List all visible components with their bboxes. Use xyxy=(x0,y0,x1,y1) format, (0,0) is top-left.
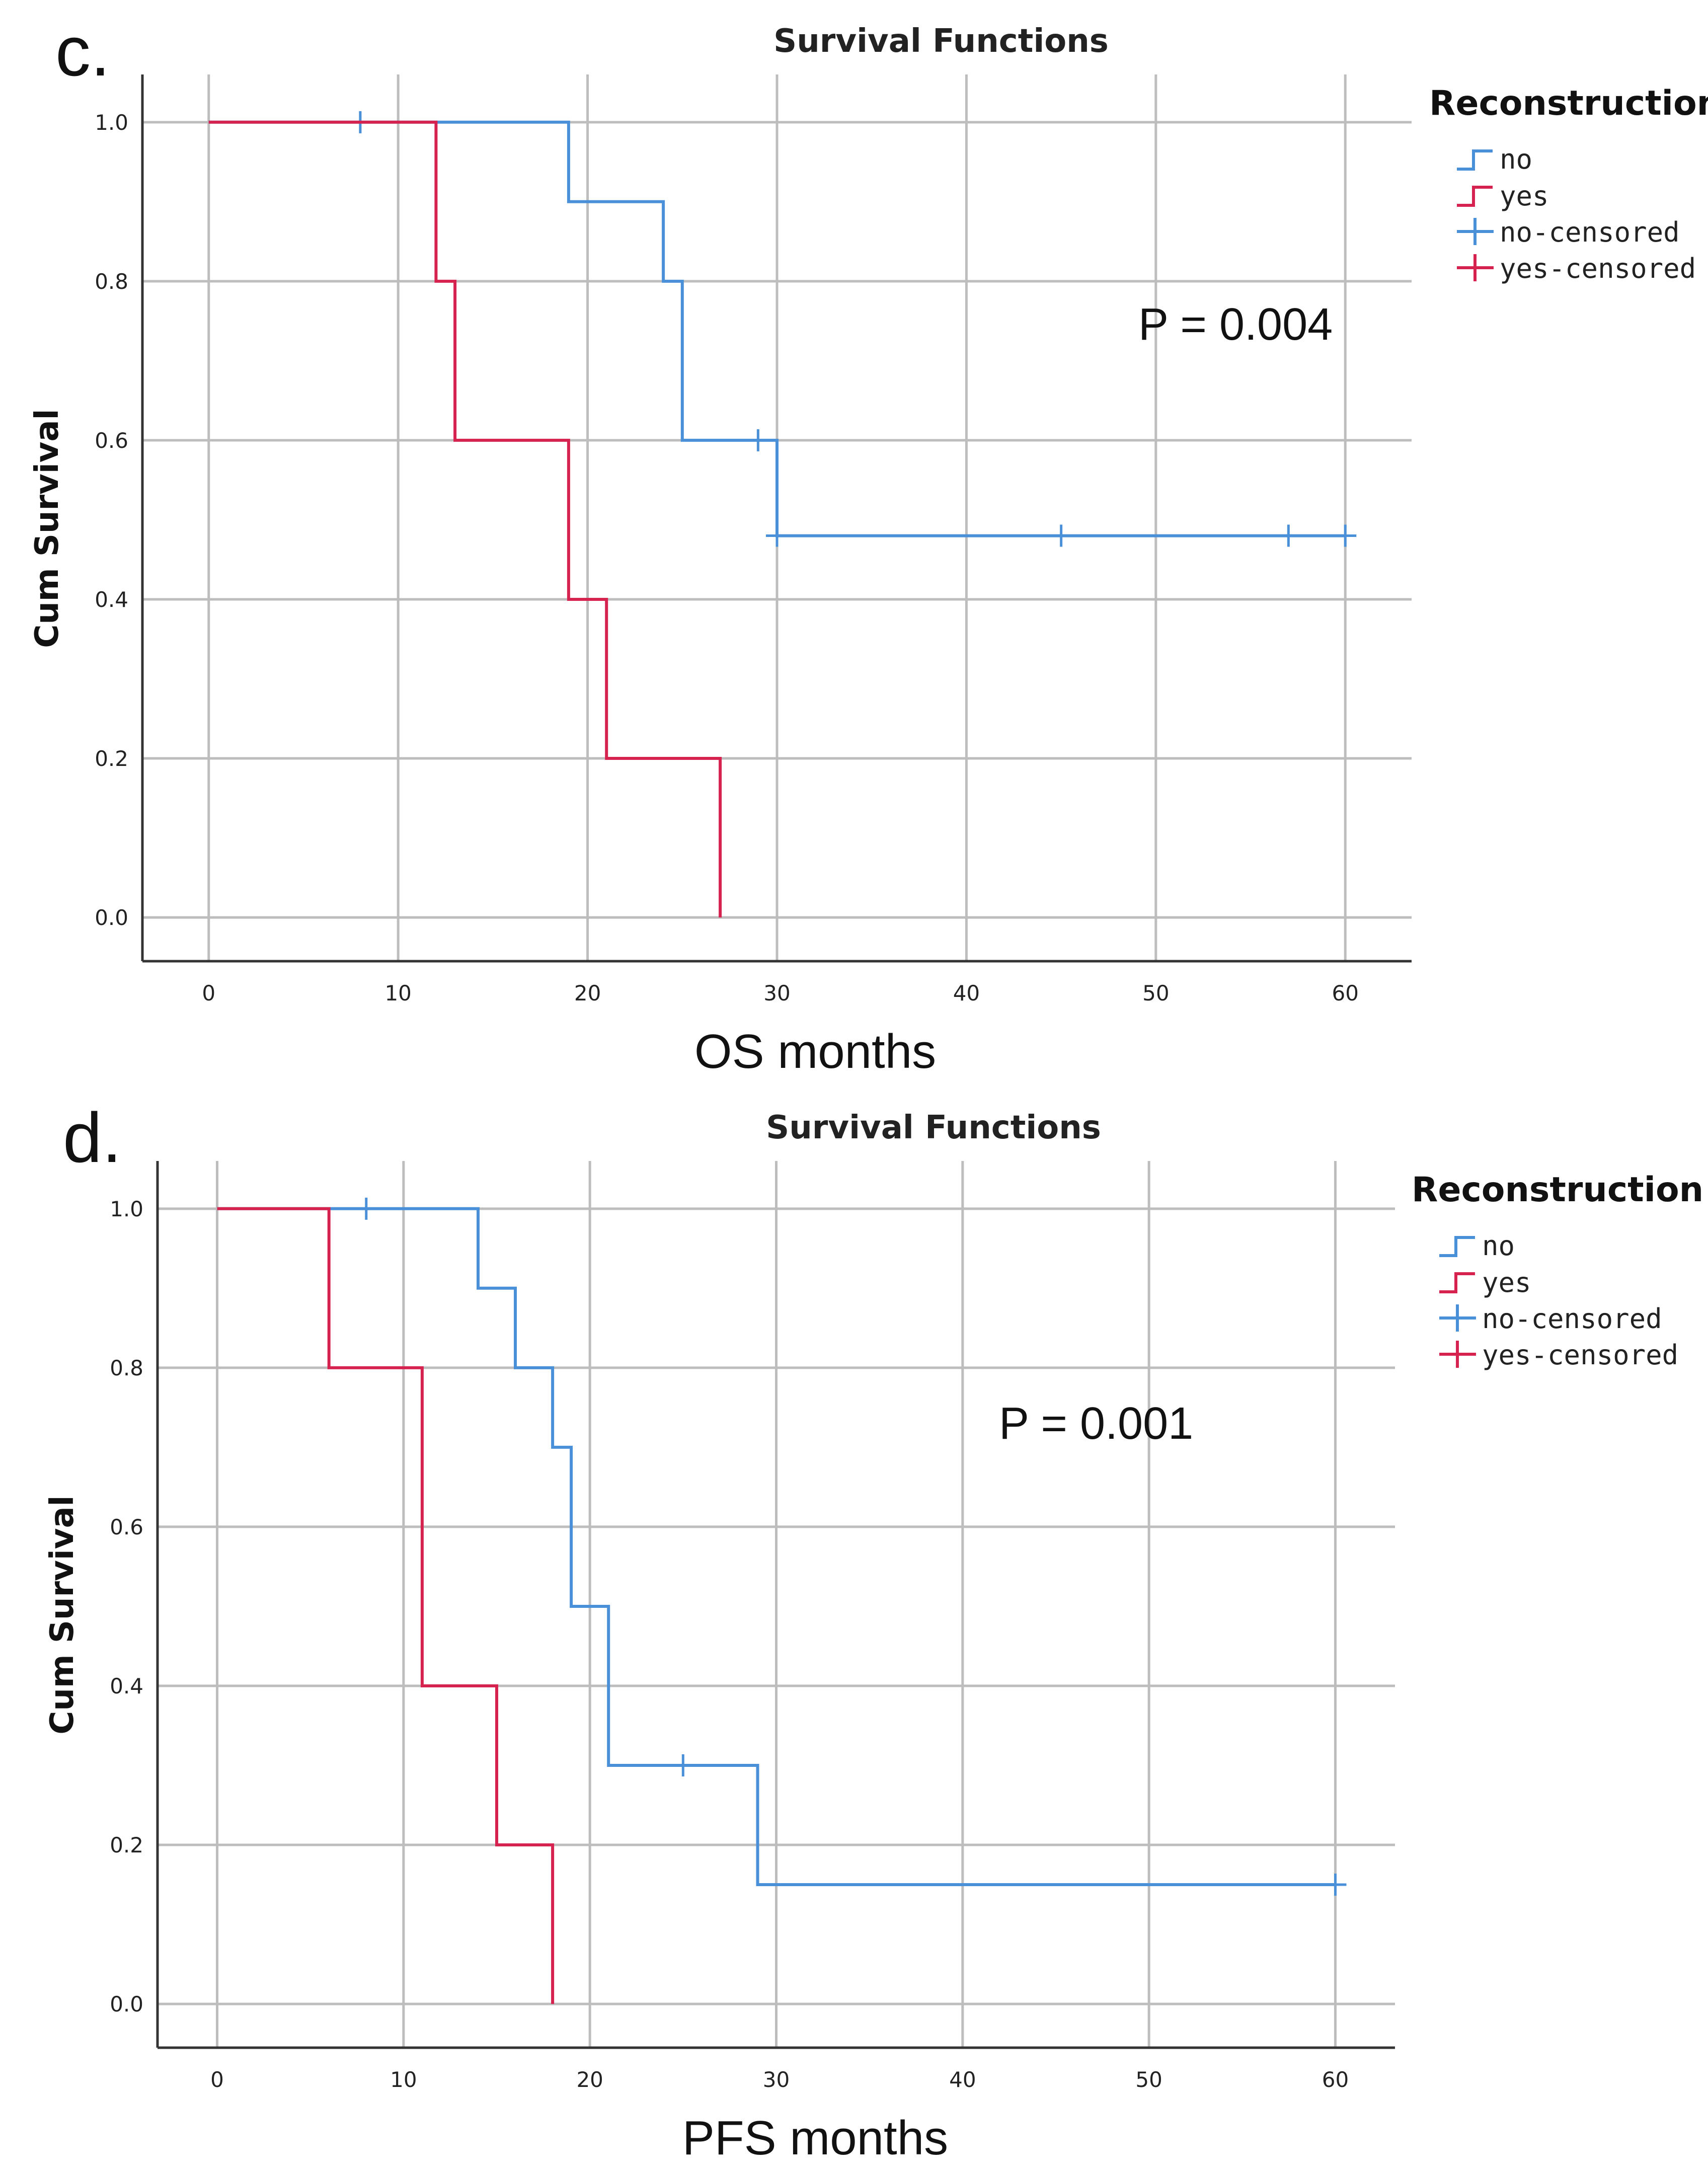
censor-mark-no xyxy=(355,1197,377,1220)
x-tick-label: 40 xyxy=(953,981,980,1005)
censor-mark-no xyxy=(1050,524,1072,547)
series-line-yes xyxy=(217,1207,555,2004)
censor-mark-no xyxy=(747,429,769,451)
legend-title: Reconstruction xyxy=(1412,1170,1703,1210)
p-value: P = 0.001 xyxy=(999,1399,1193,1449)
legend-label-no: no xyxy=(1482,1230,1515,1262)
y-tick-label: 0.8 xyxy=(95,269,128,294)
legend-item-no-censored: no-censored xyxy=(1439,1303,1662,1335)
panel-label: d. xyxy=(63,1098,122,1177)
legend-item-no: no xyxy=(1439,1230,1515,1262)
legend: Reconstruction no yes no-censored yes-ce… xyxy=(1429,84,1708,284)
legend-item-yes: yes xyxy=(1439,1267,1531,1298)
censor-mark-no xyxy=(1334,524,1357,547)
legend-swatch-yes xyxy=(1457,186,1493,207)
legend-item-yes: yes xyxy=(1457,180,1549,212)
y-tick-label: 0.6 xyxy=(95,428,128,453)
x-tick-label: 40 xyxy=(949,2067,976,2092)
legend-swatch-yes-censored xyxy=(1457,254,1494,281)
censor-mark-no xyxy=(766,524,788,547)
x-axis-label: OS months xyxy=(694,1025,936,1078)
legend-swatch-no xyxy=(1457,149,1493,171)
y-tick-label: 0.0 xyxy=(110,1992,143,2016)
legend-swatch-no-censored xyxy=(1457,218,1494,245)
legend-item-no-censored: no-censored xyxy=(1457,216,1680,248)
legend-swatch-yes xyxy=(1439,1272,1475,1293)
legend-label-no-censored: no-censored xyxy=(1482,1303,1662,1335)
y-axis-label: Cum Survival xyxy=(44,1495,81,1734)
legend-label-no: no xyxy=(1500,143,1532,175)
x-tick-label: 50 xyxy=(1142,981,1169,1005)
series-line-no xyxy=(217,1207,1336,1886)
y-tick-label: 0.6 xyxy=(110,1515,143,1539)
survival-chart-os-svg: c. Survival Functions 0 10 20 30 40 50 60 0.0 0.… xyxy=(29,12,1708,1078)
legend: Reconstruction no yes no-censored yes-ce… xyxy=(1412,1170,1703,1371)
x-tick-label: 50 xyxy=(1135,2067,1162,2092)
legend-title: Reconstruction xyxy=(1429,84,1708,123)
y-tick-label: 1.0 xyxy=(95,110,128,135)
censor-mark-no xyxy=(1324,1874,1347,1896)
y-tick-label: 0.0 xyxy=(95,905,128,930)
x-tick-label: 30 xyxy=(763,2067,790,2092)
x-tick-label: 10 xyxy=(384,981,411,1005)
legend-item-yes-censored: yes-censored xyxy=(1439,1339,1678,1371)
y-tick-label: 0.2 xyxy=(110,1833,143,1857)
survival-chart-pfs-svg: d. Survival Functions 0 10 20 30 40 50 60 0.0 0.… xyxy=(44,1098,1703,2165)
y-tick-label: 1.0 xyxy=(110,1197,143,1221)
y-tick-label: 0.8 xyxy=(110,1356,143,1380)
x-tick-label: 20 xyxy=(576,2067,603,2092)
y-tick-label: 0.4 xyxy=(95,587,128,612)
y-tick-label: 0.2 xyxy=(95,746,128,771)
series-line-no xyxy=(208,120,1346,537)
survival-chart-pfs: d. Survival Functions 0 10 20 30 40 50 60 0.0 0.… xyxy=(0,1086,1708,2173)
legend-label-yes-censored: yes-censored xyxy=(1500,253,1696,284)
x-tick-label: 0 xyxy=(202,981,215,1005)
legend-swatch-yes-censored xyxy=(1439,1341,1476,1368)
censor-mark-no xyxy=(672,1754,694,1776)
y-axis-label: Cum Survival xyxy=(29,409,66,648)
legend-swatch-no-censored xyxy=(1439,1304,1476,1332)
x-tick-label: 60 xyxy=(1322,2067,1349,2092)
chart-title: Survival Functions xyxy=(773,23,1109,60)
x-tick-label: 60 xyxy=(1332,981,1359,1005)
censor-mark-no xyxy=(1277,524,1300,547)
p-value: P = 0.004 xyxy=(1138,299,1333,350)
legend-swatch-no xyxy=(1439,1236,1475,1257)
series-line-yes xyxy=(208,120,722,918)
panel-label: c. xyxy=(55,12,110,91)
legend-label-yes-censored: yes-censored xyxy=(1482,1339,1678,1371)
legend-label-yes: yes xyxy=(1500,180,1549,212)
x-tick-label: 0 xyxy=(210,2067,224,2092)
x-tick-label: 20 xyxy=(574,981,601,1005)
legend-item-yes-censored: yes-censored xyxy=(1457,253,1696,284)
x-tick-label: 30 xyxy=(763,981,790,1005)
x-axis-label: PFS months xyxy=(682,2111,948,2165)
legend-label-no-censored: no-censored xyxy=(1500,216,1680,248)
chart-title: Survival Functions xyxy=(766,1109,1101,1146)
x-tick-label: 10 xyxy=(390,2067,417,2092)
y-tick-label: 0.4 xyxy=(110,1674,143,1698)
legend-item-no: no xyxy=(1457,143,1532,175)
survival-chart-os: c. Survival Functions 0 10 20 30 40 50 60 0.0 0.… xyxy=(0,0,1708,1086)
legend-label-yes: yes xyxy=(1482,1267,1531,1298)
